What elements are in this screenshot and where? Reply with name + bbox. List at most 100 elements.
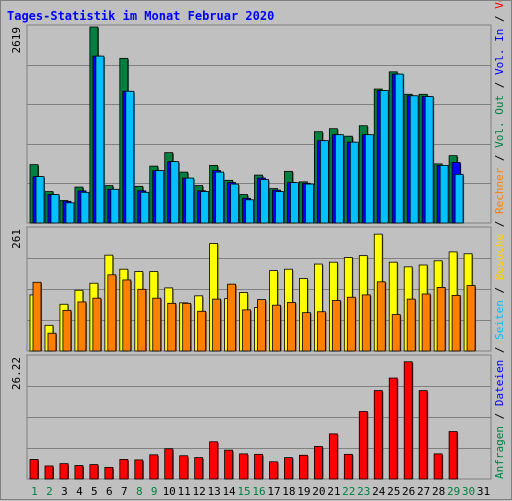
legend-entry: Dateien [493,360,506,406]
legend-entry: / [493,75,506,95]
x-tick-day-5: 5 [91,485,98,498]
x-tick-day-2: 2 [46,485,53,498]
bar-volumen-day-7 [119,459,129,480]
legend-entry: / [493,148,506,168]
bar-seiten-day-9 [155,170,165,224]
bar-seiten-day-18 [290,182,299,224]
bar-rechner-day-11 [182,302,192,352]
chart-title: Tages-Statistik im Monat Februar 2020 [7,9,275,23]
bar-volumen-day-24 [373,390,383,480]
bar-volumen-day-14 [224,449,233,480]
bar-seiten-day-28 [439,164,449,224]
legend-entry: / [493,340,506,360]
legend-entry: Vol. Out [493,95,506,148]
bar-seiten-day-2 [50,194,60,224]
bar-volumen-day-8 [134,459,144,480]
legend-entry: Vol. In [493,29,506,75]
bar-volumen-day-28 [433,453,443,480]
x-tick-day-8: 8 [136,485,143,498]
legend-entry: / [493,280,506,300]
right-legend: Anfragen / Dateien / Seiten / Besuche / … [493,1,506,479]
bar-seiten-day-25 [394,73,404,224]
bar-volumen-day-22 [343,453,353,480]
bar-seiten-day-1 [35,176,45,224]
legend-entry: Rechner [493,167,506,214]
x-tick-day-28: 28 [432,485,445,498]
bar-volumen-day-4 [74,465,84,480]
bar-volumen-day-11 [179,455,189,480]
x-tick-day-3: 3 [61,485,68,498]
bar-rechner-day-23 [361,294,371,352]
legend-entry: Besuche [493,234,506,280]
x-tick-day-1: 1 [31,485,38,498]
bar-seiten-day-6 [110,188,120,224]
bar-rechner-day-22 [346,296,356,352]
bar-rechner-day-21 [331,300,341,352]
bar-seiten-day-24 [379,90,389,224]
bar-volumen-day-20 [313,446,323,480]
x-tick-day-31: 31 [477,485,490,498]
bar-volumen-day-1 [29,459,39,480]
x-tick-day-6: 6 [106,485,113,498]
x-tick-day-26: 26 [402,485,415,498]
bar-seiten-day-22 [349,141,359,224]
y-max-label: 2619 [10,27,23,54]
x-tick-day-20: 20 [312,485,325,498]
bar-volumen-day-3 [59,463,69,480]
x-tick-day-19: 19 [297,485,310,498]
bar-volumen-day-26 [403,361,413,480]
x-tick-day-18: 18 [282,485,295,498]
bar-rechner-day-19 [302,312,311,352]
x-tick-day-15: 15 [237,485,250,498]
bar-volumen-day-17 [269,461,278,480]
bar-rechner-day-15 [242,309,251,352]
x-tick-day-7: 7 [121,485,128,498]
y-max-label: 26.22 [10,357,23,390]
bar-volumen-day-2 [44,465,54,480]
bar-volumen-day-23 [358,411,368,480]
bar-rechner-day-26 [406,298,416,352]
bar-rechner-day-28 [436,287,446,352]
bar-rechner-day-5 [92,297,102,352]
bar-seiten-day-19 [305,183,314,224]
bar-rechner-day-2 [47,332,57,352]
bar-volumen-day-29 [448,431,458,480]
bar-volumen-day-21 [328,433,338,480]
bar-seiten-day-26 [409,95,419,224]
bar-seiten-day-29 [454,173,464,224]
legend-entry: Anfragen [493,426,506,479]
legend-entry: / [493,406,506,426]
bar-seiten-day-20 [319,140,329,224]
bar-rechner-day-7 [122,279,132,352]
bar-seiten-day-3 [65,202,75,224]
bar-seiten-day-21 [334,134,344,224]
bar-volumen-day-5 [89,464,99,480]
x-tick-day-11: 11 [178,485,191,498]
legend-entry: / [493,9,506,29]
bar-rechner-day-30 [466,285,476,352]
bar-volumen-day-27 [418,390,428,480]
bar-volumen-day-16 [254,453,263,480]
bar-volumen-day-13 [209,441,219,480]
bar-rechner-day-8 [137,288,147,352]
bar-seiten-day-12 [200,191,210,224]
bar-seiten-day-13 [215,171,225,224]
x-tick-day-29: 29 [447,485,460,498]
bar-rechner-day-13 [212,298,222,352]
x-tick-day-27: 27 [417,485,430,498]
x-tick-day-16: 16 [252,485,265,498]
x-tick-day-24: 24 [372,485,386,498]
bar-rechner-day-29 [451,294,461,352]
bar-seiten-day-23 [364,134,374,224]
x-tick-day-14: 14 [222,485,236,498]
bar-seiten-day-8 [140,191,150,224]
bar-rechner-day-18 [287,301,296,352]
x-tick-day-4: 4 [76,485,83,498]
bar-rechner-day-17 [272,304,281,352]
x-tick-day-9: 9 [151,485,158,498]
x-tick-day-21: 21 [327,485,340,498]
bar-seiten-day-11 [185,177,195,224]
bar-seiten-day-27 [424,96,434,224]
bar-seiten-day-5 [95,55,105,224]
